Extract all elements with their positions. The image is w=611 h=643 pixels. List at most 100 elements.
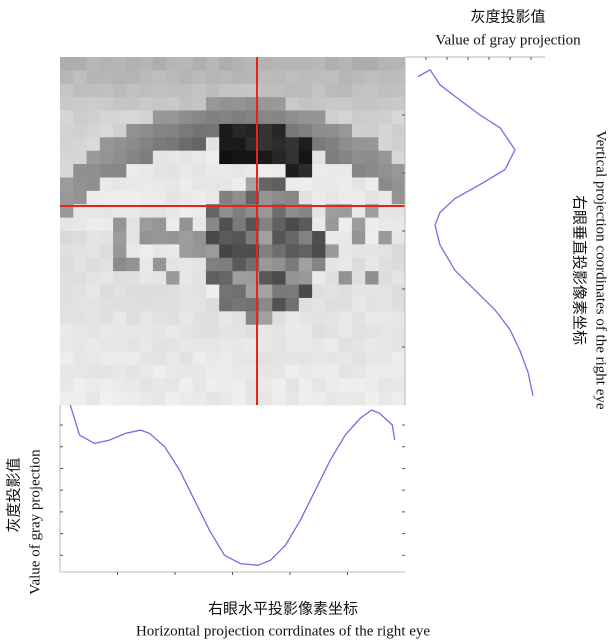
image-pixel [392, 124, 406, 138]
image-pixel [87, 244, 101, 258]
image-pixel [339, 124, 353, 138]
image-pixel [259, 191, 273, 205]
image-pixel [365, 351, 379, 365]
image-pixel [166, 111, 180, 125]
image-pixel [219, 57, 233, 71]
image-pixel [60, 271, 74, 285]
image-pixel [219, 271, 233, 285]
image-pixel [325, 231, 339, 245]
image-pixel [325, 124, 339, 138]
image-pixel [352, 365, 366, 379]
image-pixel [193, 84, 207, 98]
image-pixel [259, 258, 273, 272]
image-pixel [272, 124, 286, 138]
image-pixel [233, 164, 247, 178]
image-pixel [272, 57, 286, 71]
image-pixel [126, 177, 140, 191]
image-pixel [113, 70, 127, 84]
image-pixel [179, 351, 193, 365]
image-pixel [140, 151, 154, 165]
image-pixel [272, 164, 286, 178]
image-pixel [365, 392, 379, 406]
image-pixel [126, 311, 140, 325]
image-pixel [365, 177, 379, 191]
image-pixel [365, 111, 379, 125]
image-pixel [365, 70, 379, 84]
image-pixel [206, 137, 220, 151]
image-pixel [153, 111, 167, 125]
image-pixel [166, 151, 180, 165]
image-pixel [259, 124, 273, 138]
image-pixel [392, 151, 406, 165]
image-pixel [286, 311, 300, 325]
image-pixel [153, 271, 167, 285]
image-pixel [233, 378, 247, 392]
image-pixel [87, 97, 101, 111]
image-pixel [100, 111, 114, 125]
image-pixel [113, 151, 127, 165]
image-pixel [140, 298, 154, 312]
image-pixel [286, 365, 300, 379]
image-pixel [140, 231, 154, 245]
image-pixel [153, 311, 167, 325]
image-pixel [286, 378, 300, 392]
image-pixel [299, 111, 313, 125]
image-pixel [100, 137, 114, 151]
image-pixel [312, 124, 326, 138]
figure: 灰度投影值 Value of gray projection 右眼垂直投影像素坐… [0, 0, 611, 643]
image-pixel [219, 218, 233, 232]
image-pixel [60, 298, 74, 312]
image-pixel [140, 111, 154, 125]
image-pixel [392, 218, 406, 232]
image-pixel [140, 218, 154, 232]
image-pixel [365, 218, 379, 232]
image-pixel [233, 365, 247, 379]
image-pixel [272, 351, 286, 365]
image-pixel [153, 378, 167, 392]
image-pixel [339, 325, 353, 339]
image-pixel [60, 97, 74, 111]
image-pixel [166, 191, 180, 205]
image-pixel [378, 124, 392, 138]
image-pixel [219, 298, 233, 312]
image-pixel [259, 231, 273, 245]
image-pixel [87, 218, 101, 232]
image-pixel [100, 311, 114, 325]
image-pixel [140, 177, 154, 191]
image-pixel [352, 231, 366, 245]
image-pixel [312, 84, 326, 98]
image-pixel [206, 365, 220, 379]
image-pixel [113, 285, 127, 299]
image-pixel [325, 137, 339, 151]
image-pixel [166, 311, 180, 325]
image-pixel [312, 70, 326, 84]
image-pixel [352, 111, 366, 125]
image-pixel [392, 84, 406, 98]
image-pixel [206, 111, 220, 125]
image-pixel [325, 151, 339, 165]
image-pixel [113, 84, 127, 98]
image-pixel [392, 258, 406, 272]
image-pixel [325, 70, 339, 84]
image-pixel [166, 70, 180, 84]
image-pixel [339, 244, 353, 258]
image-pixel [352, 258, 366, 272]
image-pixel [219, 151, 233, 165]
image-pixel [392, 191, 406, 205]
image-pixel [378, 97, 392, 111]
image-pixel [272, 325, 286, 339]
image-pixel [100, 378, 114, 392]
image-pixel [233, 70, 247, 84]
image-pixel [352, 285, 366, 299]
image-pixel [206, 325, 220, 339]
image-pixel [73, 351, 87, 365]
image-pixel [352, 392, 366, 406]
image-pixel [325, 111, 339, 125]
image-pixel [325, 258, 339, 272]
image-pixel [352, 151, 366, 165]
image-pixel [166, 258, 180, 272]
image-pixel [193, 311, 207, 325]
image-pixel [259, 111, 273, 125]
image-pixel [113, 137, 127, 151]
image-pixel [126, 97, 140, 111]
